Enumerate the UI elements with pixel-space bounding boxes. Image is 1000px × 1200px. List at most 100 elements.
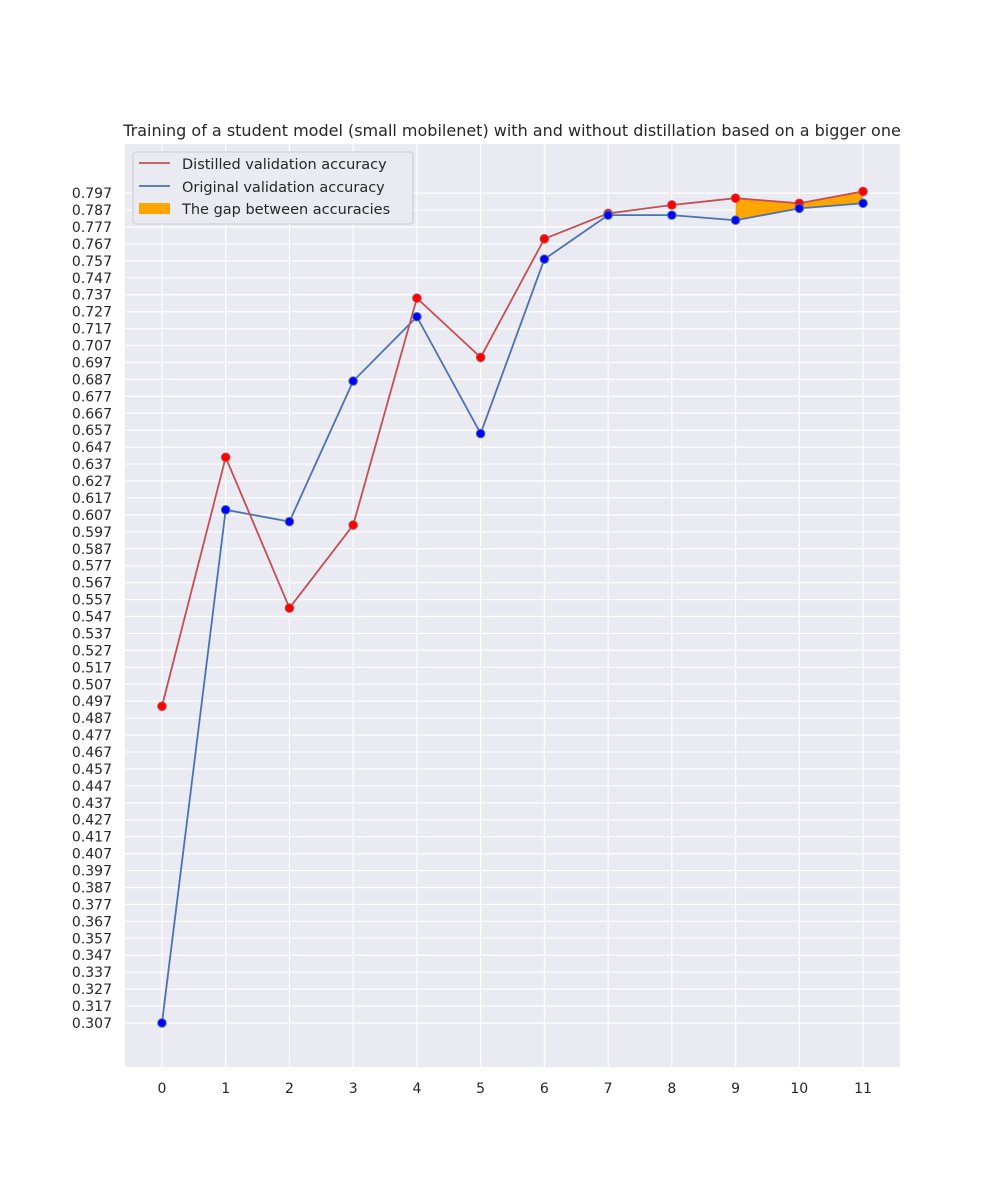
data-point-original <box>220 505 231 515</box>
y-tick-label: 0.737 <box>72 288 112 304</box>
y-tick-label: 0.537 <box>72 626 112 642</box>
data-point-distilled <box>157 701 167 712</box>
data-point-distilled <box>667 200 677 210</box>
series-lines-layer <box>161 190 864 1024</box>
y-tick-label: 0.587 <box>72 542 112 558</box>
y-tick-label: 0.487 <box>72 711 112 727</box>
y-tick-label: 0.497 <box>72 694 112 710</box>
data-point-distilled <box>539 234 550 244</box>
x-tick-label: 7 <box>604 1081 613 1097</box>
y-tick-label: 0.447 <box>72 779 112 795</box>
y-tick-label: 0.507 <box>72 677 112 693</box>
y-tick-label: 0.717 <box>72 322 112 338</box>
y-tick-label: 0.607 <box>72 508 112 524</box>
y-tick-label: 0.547 <box>72 610 112 626</box>
x-tick-label: 5 <box>476 1081 485 1097</box>
grid <box>125 144 900 1067</box>
y-tick-label: 0.777 <box>72 220 112 236</box>
data-point-original <box>284 516 295 527</box>
x-tick-label: 9 <box>731 1081 740 1097</box>
data-point-distilled <box>284 603 295 613</box>
y-tick-label: 0.757 <box>72 254 112 270</box>
data-point-distilled <box>220 452 231 463</box>
y-tick-label: 0.727 <box>72 305 112 321</box>
data-point-distilled <box>412 293 422 303</box>
y-tick-label: 0.347 <box>72 948 112 964</box>
data-point-original <box>539 254 550 264</box>
y-tick-label: 0.417 <box>72 830 112 846</box>
y-tick-label: 0.697 <box>72 355 112 371</box>
legend-swatch-gap <box>139 203 170 214</box>
x-tick-label: 1 <box>221 1081 230 1097</box>
y-tick-label: 0.377 <box>72 897 112 913</box>
y-tick-label: 0.527 <box>72 643 112 659</box>
x-tick-label: 0 <box>158 1081 167 1097</box>
y-tick-label: 0.327 <box>72 982 112 998</box>
legend: Distilled validation accuracy Original v… <box>132 151 414 225</box>
data-point-original <box>794 203 805 214</box>
y-tick-label: 0.747 <box>72 271 112 287</box>
y-tick-label: 0.597 <box>72 525 112 541</box>
series-line-original <box>161 202 864 1024</box>
y-tick-label: 0.767 <box>72 237 112 253</box>
data-point-distilled <box>858 186 868 197</box>
x-tick-label: 2 <box>285 1081 294 1097</box>
y-tick-label: 0.397 <box>72 864 112 880</box>
data-point-original <box>667 210 677 220</box>
y-tick-label: 0.557 <box>72 593 112 609</box>
data-point-original <box>157 1018 167 1028</box>
y-tick-label: 0.787 <box>72 203 112 219</box>
y-tick-label: 0.317 <box>72 999 112 1015</box>
y-tick-label: 0.367 <box>72 914 112 930</box>
y-tick-label: 0.387 <box>72 880 112 896</box>
y-tick-label: 0.647 <box>72 440 112 456</box>
x-tick-label: 6 <box>540 1081 549 1097</box>
data-point-original <box>412 311 422 322</box>
x-tick-label: 8 <box>667 1081 676 1097</box>
y-tick-label: 0.427 <box>72 813 112 829</box>
data-point-distilled <box>730 193 741 203</box>
data-point-original <box>348 376 358 386</box>
plot-background <box>125 144 900 1067</box>
data-point-original <box>475 428 486 439</box>
y-tick-label: 0.477 <box>72 728 112 744</box>
series-points-layer <box>157 186 868 1028</box>
y-tick-label: 0.457 <box>72 762 112 778</box>
y-tick-label: 0.407 <box>72 847 112 863</box>
data-point-distilled <box>348 520 358 530</box>
x-tick-label: 10 <box>790 1081 808 1097</box>
data-point-distilled <box>475 352 486 363</box>
y-tick-label: 0.337 <box>72 965 112 981</box>
y-tick-label: 0.627 <box>72 474 112 490</box>
legend-box <box>132 151 414 225</box>
series-line-distilled <box>161 190 864 707</box>
legend-label-original: Original validation accuracy <box>182 180 385 196</box>
data-point-original <box>730 215 741 226</box>
legend-label-gap: The gap between accuracies <box>181 202 390 218</box>
data-point-original <box>858 198 868 209</box>
y-tick-label: 0.437 <box>72 796 112 812</box>
y-tick-label: 0.637 <box>72 457 112 473</box>
y-tick-label: 0.657 <box>72 423 112 439</box>
y-tick-label: 0.517 <box>72 660 112 676</box>
y-tick-label: 0.467 <box>72 745 112 761</box>
y-tick-label: 0.357 <box>72 931 112 947</box>
x-tick-label: 3 <box>349 1081 358 1097</box>
chart-title: Training of a student model (small mobil… <box>122 121 901 140</box>
y-tick-label: 0.577 <box>72 559 112 575</box>
y-tick-label: 0.707 <box>72 339 112 355</box>
data-point-original <box>603 210 613 220</box>
y-tick-labels: 0.3070.3170.3270.3370.3470.3570.3670.377… <box>72 186 112 1032</box>
y-tick-label: 0.617 <box>72 491 112 507</box>
y-tick-label: 0.307 <box>72 1016 112 1032</box>
x-tick-label: 4 <box>412 1081 421 1097</box>
y-tick-label: 0.567 <box>72 576 112 592</box>
y-tick-label: 0.797 <box>72 186 112 202</box>
legend-label-distilled: Distilled validation accuracy <box>182 157 387 173</box>
x-tick-label: 11 <box>854 1081 872 1097</box>
y-tick-label: 0.687 <box>72 372 112 388</box>
y-tick-label: 0.667 <box>72 406 112 422</box>
y-tick-label: 0.677 <box>72 389 112 405</box>
x-tick-labels: 0 1 2 3 4 5 6 7 8 9 10 11 <box>158 1081 872 1097</box>
